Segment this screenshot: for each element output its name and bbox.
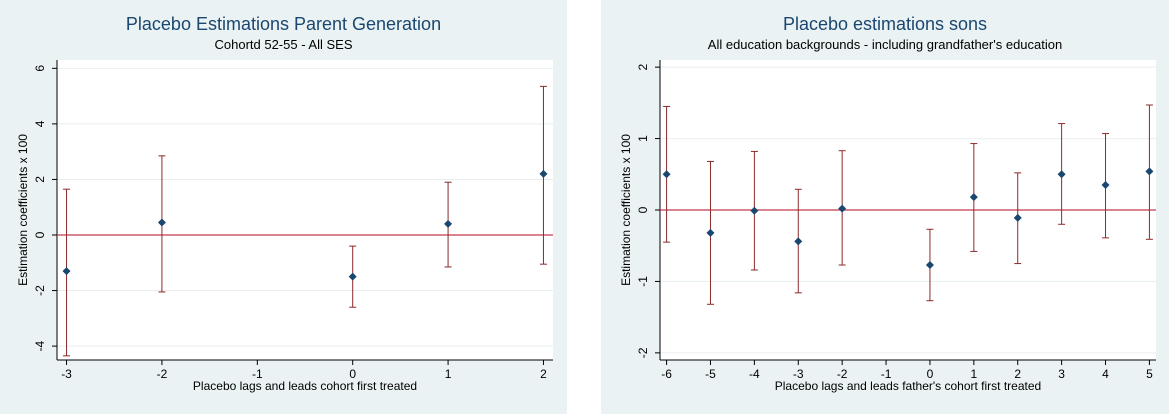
point-estimate xyxy=(1101,181,1110,189)
chart-title: Placebo Estimations Parent Generation xyxy=(125,14,442,34)
x-tick-label: -3 xyxy=(61,367,72,381)
chart-subtitle: Cohortd 52-55 - All SES xyxy=(214,37,353,52)
x-tick-label: 5 xyxy=(1146,367,1153,381)
y-tick-label: 0 xyxy=(636,206,650,213)
x-tick-label: -5 xyxy=(705,367,716,381)
point-estimate xyxy=(706,228,715,237)
point-estimate xyxy=(1057,170,1066,179)
y-axis-label: Estimation coefficients x 100 xyxy=(619,134,633,286)
point-estimate xyxy=(157,218,166,227)
point-estimate xyxy=(62,267,71,276)
chart-panel-parent-generation: Placebo Estimations Parent Generation Co… xyxy=(0,0,567,414)
point-estimate xyxy=(794,237,803,246)
chart-title: Placebo estimations sons xyxy=(782,14,988,34)
y-tick-label: 4 xyxy=(33,120,47,127)
point-estimate xyxy=(1013,213,1022,222)
y-tick-label: 0 xyxy=(33,231,47,238)
point-estimate xyxy=(925,261,934,269)
x-tick-label: -4 xyxy=(749,367,760,381)
point-estimate xyxy=(539,169,548,178)
x-tick-label: 0 xyxy=(349,367,356,381)
x-axis-label: Placebo lags and leads cohort first trea… xyxy=(193,379,417,393)
x-tick-label: -2 xyxy=(837,367,848,381)
y-tick-label: -2 xyxy=(33,285,47,296)
y-tick-label: 6 xyxy=(33,65,47,72)
x-tick-label: 2 xyxy=(1014,367,1021,381)
x-tick-label: 1 xyxy=(445,367,452,381)
x-tick-label: 1 xyxy=(970,367,977,381)
x-tick-label: -1 xyxy=(252,367,263,381)
y-tick-label: 2 xyxy=(33,176,47,183)
y-axis-label: Estimation coefficients x 100 xyxy=(16,134,30,286)
x-tick-label: -6 xyxy=(661,367,672,381)
chart-panel-sons: Placebo estimations sons All education b… xyxy=(601,0,1169,414)
x-axis-label: Placebo lags and leads father's cohort f… xyxy=(775,379,1041,393)
point-estimate xyxy=(969,193,978,202)
point-estimate xyxy=(348,272,357,281)
point-estimate xyxy=(750,206,759,215)
x-tick-label: -1 xyxy=(881,367,892,381)
x-tick-label: -3 xyxy=(793,367,804,381)
chart-plot-parent-generation: -4 -2 0 2 4 6 -3 -2 -1 0 1 2 Placebo lags and leads … xyxy=(16,60,553,393)
chart-plot-sons: -2 -1 0 1 2 -6 -5 -4 -3 -2 -1 0 1 2 3 4 5 Placebo lags an… xyxy=(619,60,1156,393)
x-tick-label: 3 xyxy=(1058,367,1065,381)
point-estimate xyxy=(838,204,847,213)
y-tick-label: 1 xyxy=(636,135,650,142)
x-tick-label: -2 xyxy=(157,367,168,381)
y-tick-label: -1 xyxy=(636,276,650,287)
plot-area xyxy=(57,60,553,360)
point-estimate xyxy=(662,170,671,179)
y-tick-label: -2 xyxy=(636,347,650,358)
x-tick-label: 0 xyxy=(927,367,934,381)
y-tick-label: 2 xyxy=(636,63,650,70)
point-estimate xyxy=(1145,167,1154,176)
x-tick-label: 2 xyxy=(540,367,547,381)
chart-subtitle: All education backgrounds - including gr… xyxy=(707,37,1063,52)
x-tick-label: 4 xyxy=(1102,367,1109,381)
y-tick-label: -4 xyxy=(33,340,47,351)
point-estimate xyxy=(444,219,453,228)
